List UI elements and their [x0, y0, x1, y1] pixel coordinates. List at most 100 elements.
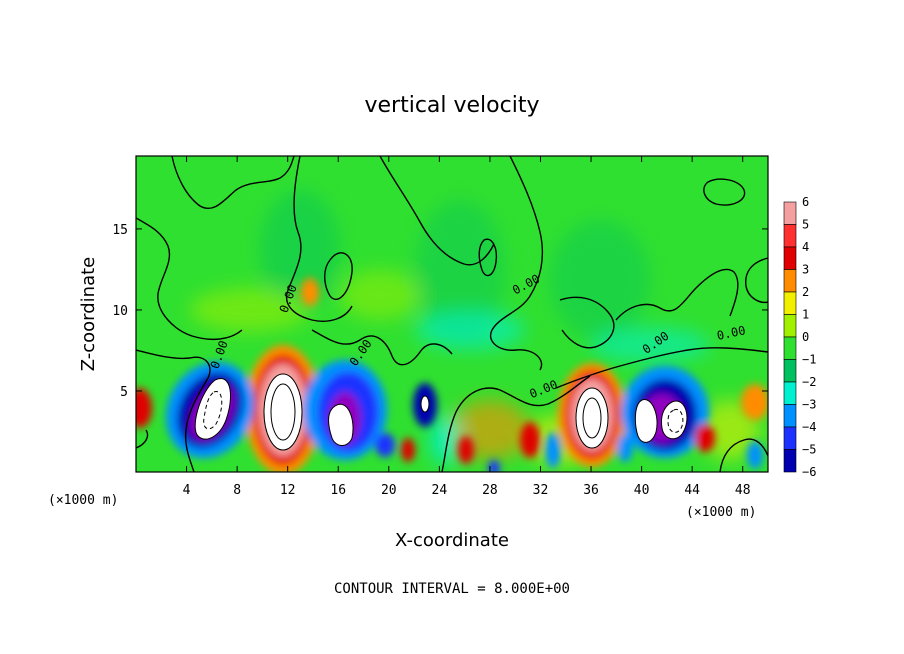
contour-mid-wave [311, 329, 453, 366]
colorbar-label: 0 [802, 330, 809, 344]
x-axis-label: X-coordinate [395, 530, 509, 551]
y-axis-label: Z-coordinate [78, 257, 99, 372]
colorbar-swatch [783, 314, 797, 338]
y-unit-label: (×1000 m) [686, 505, 756, 520]
contour-edge-right [745, 257, 768, 304]
contour-blob-2 [478, 238, 498, 277]
contour-center-right [489, 156, 544, 371]
x-tick-label: 44 [684, 483, 700, 498]
colorbar: 6 5 4 3 2 1 0 −1 −2 −3 −4 −5 −6 [783, 195, 816, 479]
colorbar-swatch [783, 449, 797, 473]
colorbar-swatch [783, 426, 797, 450]
colorbar-label: −4 [802, 420, 816, 434]
colorbar-label: −2 [802, 375, 816, 389]
cell-low-blue-1 [545, 432, 561, 468]
saturated-cores [194, 373, 688, 451]
colorbar-label: 4 [802, 240, 809, 254]
contour-left-mid [136, 349, 211, 472]
colorbar-swatch [783, 381, 797, 405]
colorbar-label: 6 [802, 195, 809, 209]
core-white-3 [194, 378, 231, 440]
zero-contours [136, 156, 768, 472]
contour-right-mid [615, 268, 739, 321]
shade-cyan-mid [415, 310, 525, 350]
contour-center-top [379, 156, 495, 266]
cell-low-blue-3 [747, 441, 763, 469]
colorbar-label: 1 [802, 308, 809, 322]
shade-yellow-band [190, 288, 310, 332]
x-tick-label: 24 [432, 483, 448, 498]
cell-low-red-3 [520, 422, 540, 458]
shade-upper-cyan-1 [260, 190, 340, 310]
core-dashed-1 [203, 391, 223, 430]
x-tick-label: 40 [634, 483, 650, 498]
cell-low-red-1 [401, 438, 415, 462]
cell-upper-orange [301, 278, 319, 306]
contour-right-top [703, 178, 746, 206]
colorbar-label: −3 [802, 398, 816, 412]
y-tick-label: 10 [112, 304, 128, 319]
core-white-6 [661, 400, 688, 440]
chart-title: vertical velocity [364, 93, 539, 118]
contour-upper-left [171, 156, 295, 209]
shade-cyan-mid-2 [590, 327, 710, 363]
contour-interval-note: CONTOUR INTERVAL = 8.000E+00 [334, 581, 570, 597]
contour-left-column [136, 217, 243, 341]
colorbar-swatch [783, 359, 797, 383]
colorbar-swatch [783, 336, 797, 360]
colorbar-label: 5 [802, 218, 809, 232]
colorbar-swatch [783, 291, 797, 315]
colorbar-label: −1 [802, 353, 816, 367]
core-white-1 [263, 373, 303, 451]
cell-low-purple-2 [488, 460, 500, 472]
shade-upper-cyan-2 [415, 200, 505, 340]
cell-low-purple-1 [375, 433, 395, 457]
core-dashed-2 [667, 408, 684, 433]
colorbar-swatch [783, 269, 797, 293]
x-tick-label: 20 [381, 483, 397, 498]
contour-right-upper [559, 296, 615, 349]
x-tick-label: 16 [330, 483, 346, 498]
colorbar-swatch [783, 246, 797, 270]
y-tick-label: 15 [112, 223, 128, 238]
colorbar-label: −5 [802, 443, 816, 457]
contour-left-low [136, 429, 149, 449]
plot-frame [135, 155, 769, 473]
field-soft-shading [190, 190, 760, 465]
colorbar-swatch [783, 404, 797, 428]
shade-yellow-low [700, 400, 760, 460]
contour-low-wave [441, 375, 591, 472]
field-layer: 0.00 0.00 0.00 0.00 0.00 0.00 0.00 [136, 156, 768, 472]
x-unit-label: (×1000 m) [48, 493, 118, 508]
colorbar-swatch [783, 224, 797, 248]
core-inner-1 [270, 383, 296, 441]
shade-cyan-low [430, 415, 460, 465]
contour-right-wave [555, 347, 768, 389]
x-tick-label: 12 [280, 483, 296, 498]
colorbar-swatch [783, 201, 797, 225]
core-inner-2 [582, 397, 602, 439]
x-tick-label: 32 [533, 483, 549, 498]
contour-blob-1 [324, 252, 353, 300]
core-white-7 [420, 395, 430, 413]
x-tick-label: 4 [183, 483, 191, 498]
x-tick-label: 8 [233, 483, 241, 498]
y-tick-label: 5 [120, 385, 128, 400]
colorbar-label: 2 [802, 285, 809, 299]
colorbar-label: −6 [802, 465, 816, 479]
core-white-4 [328, 403, 354, 446]
cell-low-red-4 [695, 424, 715, 452]
contour-upper-mid [285, 156, 353, 322]
shade-yellow-band-2 [340, 270, 420, 320]
core-white-2 [575, 387, 609, 449]
x-tick-label: 28 [482, 483, 498, 498]
x-axis-ticks: 4 8 12 16 20 24 28 32 36 40 44 48 [183, 156, 751, 498]
y-axis-ticks: 5 10 15 [112, 223, 768, 400]
colorbar-label: 3 [802, 263, 809, 277]
contour-right-low [719, 438, 768, 472]
cell-right-edge-orange [741, 384, 768, 420]
cell-low-blue-2 [617, 434, 633, 462]
x-tick-label: 48 [735, 483, 751, 498]
x-tick-label: 36 [583, 483, 599, 498]
